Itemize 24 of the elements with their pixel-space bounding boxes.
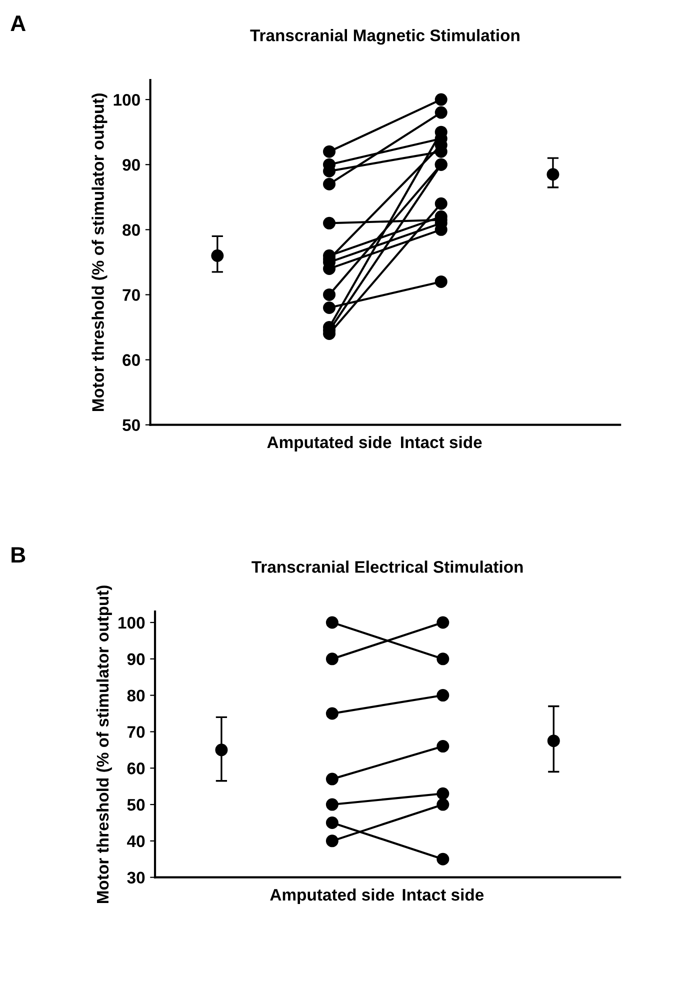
y-tick-label: 80	[122, 224, 140, 236]
y-tick-label: 100	[114, 94, 140, 106]
y-tick-label: 50	[122, 419, 140, 432]
x-tick-label: Intact side	[402, 888, 484, 901]
y-axis-title: Motor threshold (% of stimulator output)	[92, 94, 108, 412]
y-tick-label: 50	[127, 798, 145, 811]
x-tick-label: Intact side	[401, 436, 482, 448]
y-tick-label: 60	[122, 354, 140, 366]
y-tick-label: 40	[127, 835, 145, 848]
y-tick-label: 70	[127, 726, 145, 738]
chart-title: Transcranial Magnetic Stimulation	[250, 29, 520, 45]
chart-title: Transcranial Electrical Stimulation	[252, 560, 523, 573]
y-tick-label: 80	[127, 690, 145, 702]
x-tick-label: Amputated side	[270, 888, 394, 904]
x-tick-label: Amputated side	[267, 436, 392, 452]
y-tick-label: 90	[122, 159, 140, 171]
y-tick-label: 100	[118, 616, 145, 629]
y-axis-title: Motor threshold (% of stimulator output)	[96, 586, 112, 904]
y-tick-label: 70	[122, 289, 140, 301]
y-tick-label: 90	[127, 653, 145, 666]
y-tick-label: 60	[127, 762, 145, 774]
text: B	[12, 547, 26, 562]
text: A	[10, 16, 26, 31]
y-tick-label: 30	[127, 872, 145, 884]
